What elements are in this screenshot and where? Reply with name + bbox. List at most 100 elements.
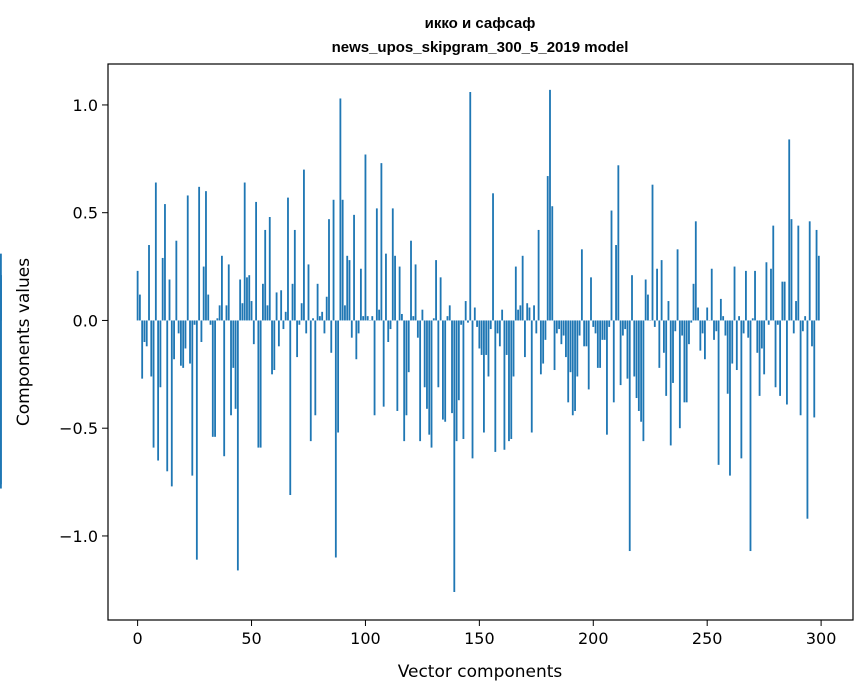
bar — [321, 311, 324, 321]
x-tick-label: 100 — [350, 629, 381, 648]
bar — [396, 320, 399, 411]
bar — [489, 320, 492, 330]
bar — [407, 320, 410, 373]
bar — [496, 320, 499, 334]
bar — [421, 309, 424, 321]
bar — [487, 320, 490, 377]
bar — [227, 264, 230, 321]
bar — [280, 290, 283, 321]
bar — [282, 320, 285, 330]
bar — [749, 320, 752, 552]
bar — [430, 320, 433, 448]
bar — [672, 320, 674, 383]
bar — [382, 320, 385, 407]
bar — [275, 292, 278, 321]
bar — [533, 305, 535, 321]
bar — [565, 320, 567, 358]
y-axis-ticks: 1.0 0.5 0.0 −0.5 −1.0 — [59, 96, 108, 546]
bar — [751, 318, 754, 321]
bar — [437, 320, 440, 388]
bar — [733, 266, 736, 321]
bar — [348, 260, 351, 321]
y-tick-label: −0.5 — [59, 419, 98, 438]
bar — [359, 268, 362, 321]
bar — [747, 320, 750, 338]
bar — [790, 219, 793, 321]
bars-group — [0, 89, 820, 592]
bar — [455, 320, 458, 442]
bar — [330, 320, 333, 353]
bar — [464, 301, 467, 321]
bar — [373, 320, 376, 416]
bar — [799, 320, 802, 416]
bar — [669, 320, 672, 446]
bar — [685, 320, 688, 403]
bar — [136, 270, 139, 321]
bar — [480, 320, 483, 355]
y-axis-label: Components values — [14, 258, 34, 426]
bar — [617, 165, 620, 321]
bar — [786, 320, 788, 405]
bar — [642, 320, 645, 442]
bar — [385, 253, 387, 321]
bar — [603, 320, 606, 340]
bar — [801, 320, 804, 332]
bar — [339, 98, 342, 321]
bar — [214, 320, 216, 437]
x-tick-label: 200 — [578, 629, 609, 648]
bar — [619, 320, 622, 386]
bar — [191, 320, 194, 476]
bar — [457, 320, 460, 401]
bar — [257, 320, 260, 448]
bar — [230, 320, 232, 416]
bar — [492, 193, 494, 321]
bar — [435, 260, 437, 321]
bar — [590, 277, 592, 321]
bar — [312, 318, 314, 321]
bar — [145, 320, 148, 347]
bar — [303, 169, 305, 321]
x-tick-label: 300 — [806, 629, 837, 648]
bar — [416, 320, 419, 338]
x-tick-label: 50 — [241, 629, 261, 648]
bar — [576, 320, 579, 377]
bar — [250, 301, 253, 321]
bar — [713, 320, 715, 340]
bar — [811, 320, 813, 347]
bar — [530, 320, 533, 433]
bar — [535, 320, 538, 334]
bar — [157, 320, 160, 461]
bar — [483, 320, 485, 433]
bar — [223, 320, 226, 457]
bar — [221, 255, 223, 321]
bar — [681, 320, 684, 336]
bar — [779, 320, 781, 396]
bar — [293, 229, 296, 321]
bar — [631, 275, 633, 321]
bar — [510, 320, 513, 439]
bar — [467, 320, 469, 323]
bar — [601, 320, 604, 340]
bar — [159, 320, 162, 388]
bar — [592, 320, 595, 327]
bar — [305, 320, 308, 334]
bar — [644, 279, 647, 321]
y-tick-label: 0.0 — [73, 311, 98, 330]
bar — [626, 320, 629, 379]
bar — [637, 320, 640, 411]
bar — [300, 303, 303, 321]
bar — [341, 199, 344, 321]
bar — [558, 320, 561, 330]
bar — [268, 217, 271, 321]
bar — [697, 307, 699, 321]
bar — [792, 320, 795, 334]
bar — [193, 320, 196, 325]
bar — [307, 264, 310, 321]
plot-frame — [107, 63, 854, 621]
bar — [624, 320, 627, 330]
bar — [615, 245, 617, 321]
bar — [154, 182, 157, 321]
bar — [252, 320, 255, 345]
bar — [578, 320, 581, 336]
